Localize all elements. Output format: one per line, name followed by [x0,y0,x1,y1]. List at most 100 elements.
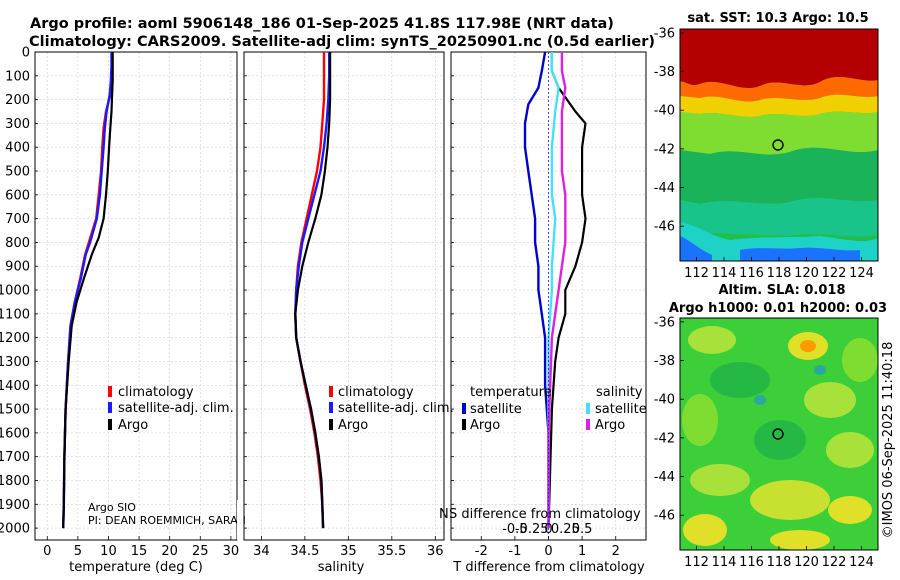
sst-ytick--46: -46 [654,220,675,235]
depth-tick-600: 600 [5,188,30,203]
legend-label-climatology: climatology [118,385,194,400]
salinity-xlabel: salinity [318,560,365,575]
sla-argo-marker [772,428,784,440]
watermark: ©IMOS 06-Sep-2025 11:40:18 [881,342,896,539]
temp-xtick-30: 30 [223,544,240,559]
sla-ytick--44: -44 [654,470,675,485]
salinity-axes-frame [243,51,445,541]
temperature-panel: 0 5 10 15 20 25 30 temperature (deg C) climato… [34,51,246,575]
temperature-grid [35,51,237,540]
salinity-panel: 34 34.5 35 35.5 36 salinity climatology sate… [237,51,454,575]
credit-line2: PI: DEAN ROEMMICH, SARAH [88,514,246,527]
sla-xtick-112: 112 [684,555,709,570]
depth-tick-labels: 0 100 200 300 400 500 600 700 800 900 1000 1100 1200… [0,46,30,537]
sal-xtick-36: 36 [427,544,444,559]
sal-xtick-34: 34 [253,544,270,559]
legend-label-temp-argo: Argo [470,418,500,433]
depth-tick-1000: 1000 [0,284,30,299]
legend-swatch-sal-argo [586,419,590,430]
sst-heatmap [680,29,878,261]
salinity-legend: climatology satellite-adj. clim. Argo [329,385,454,433]
sst-ytick--38: -38 [654,65,675,80]
depth-tick-400: 400 [5,141,30,156]
depth-tick-1400: 1400 [0,379,30,394]
legend-swatch-argo-2 [329,419,333,430]
sst-map-panel: sat. SST: 10.3 Argo: 10.5 112 114 116 118 12… [654,11,879,281]
legend-label-sal-satellite: satellite [595,402,647,417]
diff-sal-tick-2: 0 [544,522,552,537]
legend-label-climatology-2: climatology [338,385,414,400]
figure-title-line2: Climatology: CARS2009. Satellite-adj cli… [29,34,655,50]
difference-xlabel: T difference from climatology [452,560,645,575]
panel-gap-mask [237,500,244,540]
temperature-x-ticks: 0 5 10 15 20 25 30 [43,536,239,559]
legend-label-argo: Argo [118,418,148,433]
temp-xtick-0: 0 [43,544,51,559]
difference-lines [523,52,587,540]
sal-xtick-35.5: 35.5 [377,544,406,559]
temperature-legend: climatology satellite-adj. clim. Argo [108,385,234,433]
sst-xtick-120: 120 [794,266,819,281]
legend-swatch-temp-satellite [462,403,466,414]
sst-xtick-112: 112 [684,266,709,281]
sst-argo-marker [772,139,784,151]
legend-label-satellite-2: satellite-adj. clim. [338,401,454,416]
diff-xtick-2: 2 [612,544,620,559]
legend-swatch-climatology-2 [329,386,333,397]
salinity-grid [244,51,444,540]
salinity-difference-title: S difference from climatology [449,507,641,522]
diff-sal-tick-4: 0.5 [572,522,593,537]
diff-series-1 [547,52,587,529]
diff-xtick--1: -1 [508,544,521,559]
diff-sal-tick-0: -0.5 [502,522,527,537]
sla-ytick--42: -42 [654,431,675,446]
sla-heatmap [680,318,878,550]
legend-label-sal-argo: Argo [595,418,625,433]
diff-xtick--2: -2 [475,544,488,559]
depth-tick-1900: 1900 [0,498,30,513]
legend-label-satellite: satellite-adj. clim. [118,401,234,416]
temp-xtick-5: 5 [74,544,82,559]
depth-tick-900: 900 [5,260,30,275]
sst-xtick-118: 118 [767,266,792,281]
sla-xtick-120: 120 [794,555,819,570]
depth-tick-500: 500 [5,165,30,180]
depth-tick-1800: 1800 [0,474,30,489]
legend-heading-salinity: salinity [596,385,643,400]
diff-series-3 [547,52,567,529]
sal-xtick-34.5: 34.5 [290,544,319,559]
diff-series-2 [547,52,560,529]
diff-xtick-0: 0 [544,544,552,559]
sst-ytick--44: -44 [654,181,675,196]
temperature-lines [62,52,114,529]
sla-ytick--38: -38 [654,354,675,369]
sst-xtick-116: 116 [739,266,764,281]
sla-map-ticks: 112 114 116 118 120 122 124 -36 -38 -40 -42 -44 -46 [654,315,874,570]
sla-xtick-122: 122 [822,555,847,570]
sla-map-subtitle: Argo h1000: 0.01 h2000: 0.03 [669,301,887,316]
depth-tick-300: 300 [5,117,30,132]
temp-xtick-10: 10 [100,544,117,559]
figure-title-line1: Argo profile: aoml 5906148_186 01-Sep-20… [30,16,614,32]
sst-map-title: sat. SST: 10.3 Argo: 10.5 [687,11,868,26]
diff-series-0 [523,52,550,529]
sst-ytick--36: -36 [654,26,675,41]
temp-xtick-15: 15 [131,544,148,559]
salinity-x-ticks: 34 34.5 35 35.5 36 [253,536,444,559]
sst-xtick-122: 122 [822,266,847,281]
depth-tick-700: 700 [5,212,30,227]
depth-tick-1300: 1300 [0,355,30,370]
sla-ytick--40: -40 [654,393,675,408]
sst-xtick-114: 114 [712,266,737,281]
depth-tick-200: 200 [5,93,30,108]
temp-series-2 [62,52,114,529]
legend-swatch-satellite-2 [329,402,333,413]
credit-line1: Argo SIO [88,501,136,514]
diff-sal-tick-1: -0.25 [515,522,549,537]
sst-xtick-124: 124 [849,266,874,281]
salinity-lines [294,52,332,529]
legend-swatch-temp-argo [462,419,466,430]
depth-tick-800: 800 [5,236,30,251]
